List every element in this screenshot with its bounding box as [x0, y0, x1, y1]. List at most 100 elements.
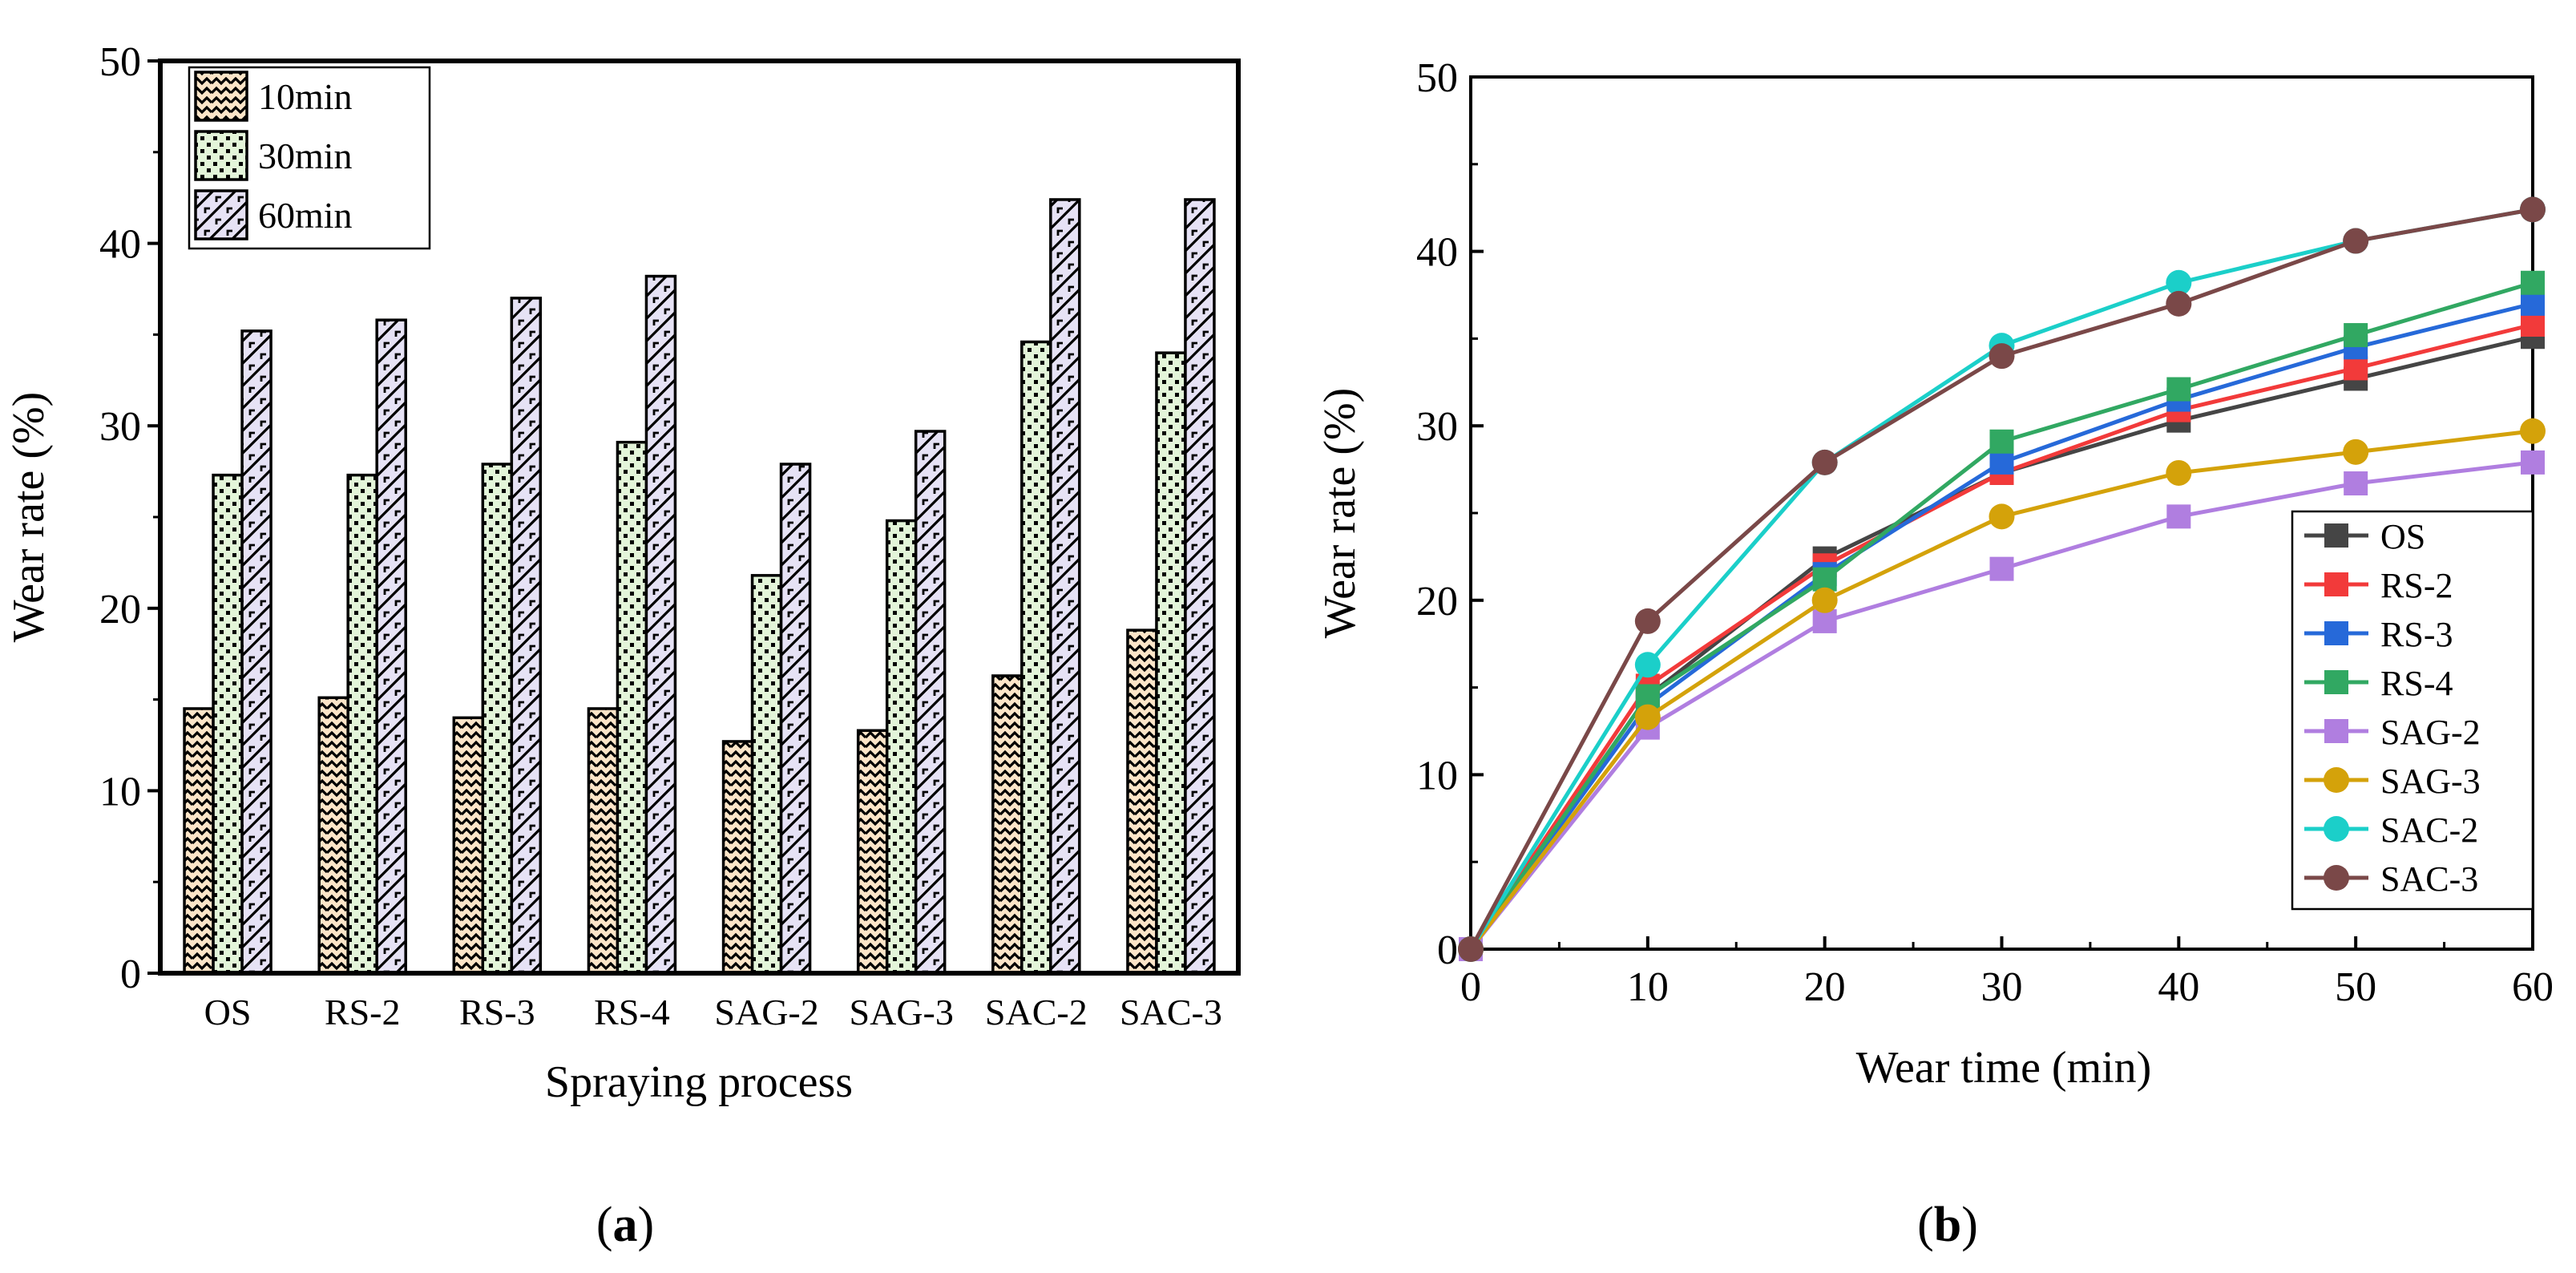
legend-marker: [2324, 719, 2348, 743]
legend-item-sag-3: SAG-3: [2304, 762, 2481, 801]
x-tick-label: 50: [2335, 964, 2376, 1010]
x-tick-label: 40: [2158, 964, 2199, 1010]
bar-sac-3-60min: [1184, 198, 1216, 975]
y-axis: 0 10 20 30 40 50: [1416, 55, 1484, 973]
x-tick-label: RS-2: [325, 992, 401, 1033]
x-tick-label: OS: [204, 992, 252, 1033]
point-rs-2-50: [2344, 356, 2368, 381]
series-lines: [1458, 196, 2546, 962]
bar-sac-2-10min: [991, 674, 1024, 975]
point-sag-3-30: [1989, 503, 2015, 530]
panel-label-b: (b): [1917, 1198, 1978, 1252]
y-axis-label: Wear rate (%): [1315, 388, 1365, 639]
legend-label: OS: [2380, 517, 2425, 556]
legend: OS RS-2 RS-3 RS-4 SAG-2 SAG-3 SAC-2 SAC-3: [2291, 510, 2534, 911]
legend-marker: [2324, 816, 2349, 842]
point-rs-4-40: [2166, 377, 2191, 402]
bar-sag-2-60min: [779, 463, 812, 975]
legend-marker: [2324, 670, 2348, 694]
x-axis: 0 10 20 30 40 50 60: [1460, 936, 2554, 1010]
legend-swatch-30min: [194, 130, 248, 181]
legend-marker: [2324, 767, 2349, 793]
point-sag-3-20: [1811, 587, 1838, 613]
legend-label: RS-3: [2380, 615, 2453, 654]
legend-label: SAG-3: [2380, 762, 2481, 801]
legend-label: 10min: [258, 76, 353, 117]
bar-os-30min: [212, 473, 244, 975]
point-sac-3-50: [2343, 228, 2369, 254]
y-tick-label: 0: [120, 952, 141, 997]
point-sag-2-20: [1812, 608, 1837, 633]
legend-item-rs-2: RS-2: [2304, 566, 2453, 605]
point-rs-2-60: [2521, 312, 2545, 337]
legend-item-rs-3: RS-3: [2304, 615, 2453, 654]
legend-item-rs-4: RS-4: [2304, 664, 2453, 703]
legend-label: SAC-2: [2380, 810, 2478, 850]
legend-item-os: OS: [2304, 517, 2425, 556]
y-tick-label: 30: [99, 404, 141, 450]
y-tick-label: 20: [1416, 579, 1458, 624]
legend-item-sac-2: SAC-2: [2304, 810, 2478, 850]
bar-sag-2-10min: [721, 740, 754, 975]
y-tick-label: 10: [99, 769, 141, 814]
y-tick-label: 20: [99, 587, 141, 632]
panel-a-bar-chart: 0 10 20 30 40 50 OS RS-2 RS-3 RS-4 SAG-2 SAG-3 SAC-…: [4, 39, 1241, 1252]
bar-rs-2-10min: [317, 696, 349, 975]
point-sac-3-10: [1634, 608, 1661, 634]
x-tick-label: SAC-3: [1120, 992, 1222, 1033]
x-axis-label: Spraying process: [545, 1057, 853, 1107]
bar-sac-2-60min: [1049, 198, 1081, 975]
bar-rs-2-30min: [346, 473, 378, 975]
y-tick-label: 30: [1416, 404, 1458, 450]
point-sac-3-20: [1811, 449, 1838, 475]
legend-marker: [2324, 621, 2348, 645]
x-axis-label: Wear time (min): [1856, 1043, 2152, 1093]
legend-label: 30min: [258, 135, 353, 176]
point-rs-3-30: [1989, 450, 2014, 475]
legend: 10min 30min 60min: [188, 66, 431, 250]
point-sag-2-30: [1989, 556, 2014, 581]
point-sag-3-40: [2166, 459, 2192, 486]
x-tick-label: 10: [1627, 964, 1669, 1010]
legend-marker: [2324, 572, 2348, 596]
x-tick-label: SAG-2: [714, 992, 818, 1033]
bar-sag-3-10min: [856, 729, 889, 975]
legend-label: RS-4: [2380, 664, 2453, 703]
bar-rs-3-10min: [452, 716, 485, 975]
bar-rs-3-60min: [510, 297, 543, 975]
bar-os-10min: [183, 707, 215, 975]
bar-sac-3-10min: [1126, 628, 1158, 975]
point-rs-4-60: [2521, 270, 2545, 295]
y-tick-label: 0: [1437, 927, 1458, 973]
panel-label-a: (a): [596, 1198, 654, 1252]
point-sac-3-60: [2520, 196, 2546, 223]
bars: [183, 198, 1216, 975]
legend-label: RS-2: [2380, 566, 2453, 605]
x-axis: OS RS-2 RS-3 RS-4 SAG-2 SAG-3 SAC-2 SAC-3: [204, 992, 1222, 1033]
legend-marker: [2324, 523, 2348, 548]
legend-label: 60min: [258, 195, 353, 236]
bar-sag-3-30min: [885, 519, 918, 975]
bar-sag-3-60min: [914, 430, 947, 975]
x-tick-label: SAC-2: [985, 992, 1088, 1033]
y-axis-label: Wear rate (%): [4, 392, 54, 643]
point-rs-4-10: [1635, 684, 1660, 709]
point-sag-3-60: [2520, 418, 2546, 444]
bar-sac-2-30min: [1020, 340, 1052, 975]
point-sac-3-30: [1989, 343, 2015, 370]
x-tick-label: RS-4: [594, 992, 670, 1033]
series-sac-3: [1458, 196, 2546, 962]
point-sac-2-40: [2166, 269, 2192, 296]
y-tick-label: 50: [99, 39, 141, 85]
bar-rs-2-60min: [375, 318, 407, 975]
point-rs-4-20: [1812, 567, 1837, 592]
bar-os-60min: [240, 329, 273, 975]
x-tick-label: 20: [1804, 964, 1846, 1010]
point-rs-3-60: [2521, 291, 2545, 316]
x-tick-label: RS-3: [459, 992, 535, 1033]
legend-label: SAG-2: [2380, 713, 2481, 752]
bar-rs-4-10min: [587, 707, 620, 975]
x-tick-label: 60: [2512, 964, 2554, 1010]
bar-rs-4-60min: [644, 274, 677, 975]
